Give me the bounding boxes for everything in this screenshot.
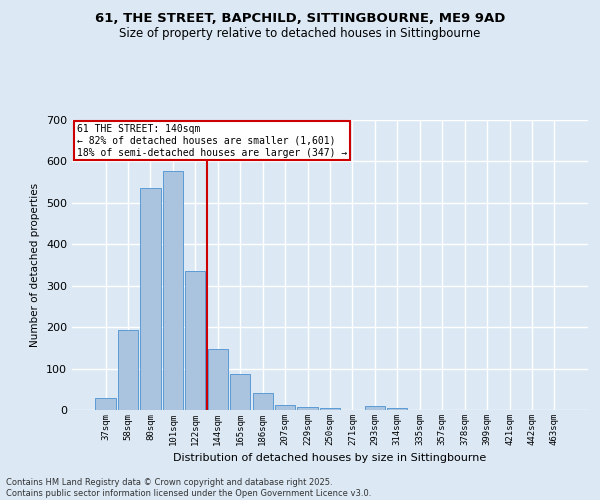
Bar xyxy=(95,398,116,410)
Bar xyxy=(118,330,138,410)
Bar xyxy=(140,188,161,410)
Bar xyxy=(163,171,183,410)
Bar xyxy=(298,406,317,410)
Bar xyxy=(185,271,205,410)
Text: 61 THE STREET: 140sqm
← 82% of detached houses are smaller (1,601)
18% of semi-d: 61 THE STREET: 140sqm ← 82% of detached … xyxy=(77,124,347,158)
Text: Contains HM Land Registry data © Crown copyright and database right 2025.
Contai: Contains HM Land Registry data © Crown c… xyxy=(6,478,371,498)
X-axis label: Distribution of detached houses by size in Sittingbourne: Distribution of detached houses by size … xyxy=(173,454,487,464)
Bar xyxy=(208,348,228,410)
Bar xyxy=(365,406,385,410)
Bar xyxy=(253,394,273,410)
Bar xyxy=(230,374,250,410)
Text: Size of property relative to detached houses in Sittingbourne: Size of property relative to detached ho… xyxy=(119,28,481,40)
Y-axis label: Number of detached properties: Number of detached properties xyxy=(31,183,40,347)
Text: 61, THE STREET, BAPCHILD, SITTINGBOURNE, ME9 9AD: 61, THE STREET, BAPCHILD, SITTINGBOURNE,… xyxy=(95,12,505,26)
Bar xyxy=(320,408,340,410)
Bar xyxy=(387,408,407,410)
Bar xyxy=(275,405,295,410)
